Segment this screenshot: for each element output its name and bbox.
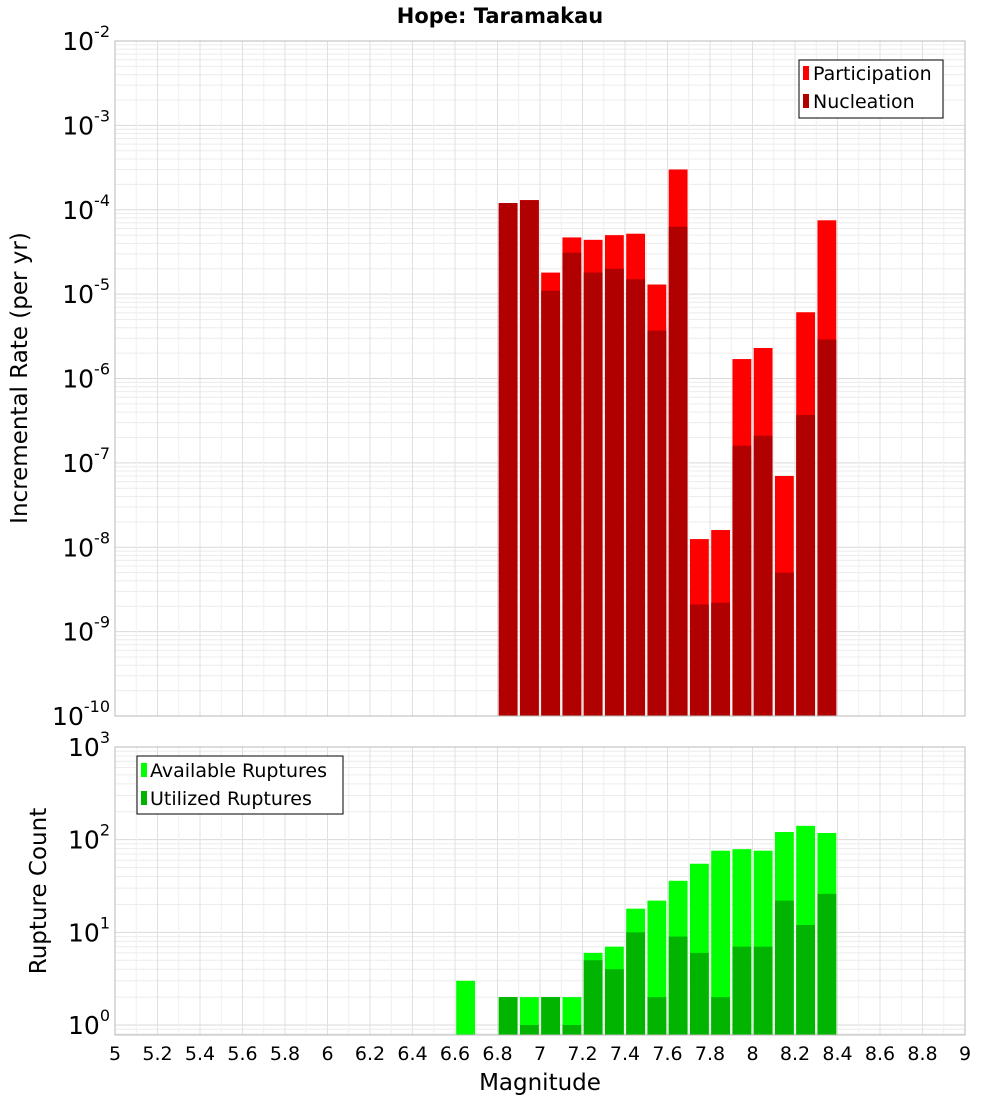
top-bar-nucleation: [604, 268, 624, 716]
bottom-bar-utilized-ruptures: [604, 969, 624, 1035]
y-tick-label: 103: [68, 728, 110, 762]
top-legend: Participation Nucleation: [798, 59, 944, 119]
top-bar-nucleation: [583, 272, 603, 716]
x-tick-label: 7.8: [695, 1043, 725, 1065]
y-tick-label: 101: [68, 913, 110, 947]
legend-swatch-utilized: [141, 791, 147, 805]
x-tick-label: 8.6: [865, 1043, 895, 1065]
bottom-plot: 100 101 102 103 5 5.2 5.4 5.6 5.8 6 6.2 6.4 6.6 6.8 7…: [26, 728, 971, 1096]
bottom-bar-available-ruptures: [456, 980, 476, 1035]
y-tick-label: 10-4: [62, 191, 110, 225]
bottom-y-tick-labels: 100 101 102 103: [68, 728, 110, 1040]
top-bar-nucleation: [753, 435, 773, 716]
x-tick-label: 5: [109, 1043, 121, 1065]
x-tick-label: 7.6: [652, 1043, 682, 1065]
bottom-bar-utilized-ruptures: [541, 997, 561, 1035]
legend-swatch-available: [141, 763, 147, 777]
top-bar-nucleation: [519, 200, 539, 716]
top-bar-nucleation: [647, 330, 667, 716]
top-bar-nucleation: [668, 226, 688, 716]
top-grid: [114, 41, 966, 717]
legend-label-available: Available Ruptures: [150, 760, 327, 782]
top-bar-nucleation: [626, 279, 646, 716]
bottom-bar-utilized-ruptures: [817, 893, 837, 1035]
x-axis-label: Magnitude: [479, 1070, 601, 1096]
x-tick-label: 6.6: [440, 1043, 470, 1065]
x-tick-label: 8.4: [822, 1043, 852, 1065]
x-tick-label: 5.2: [142, 1043, 172, 1065]
x-tick-label: 7.4: [610, 1043, 640, 1065]
y-tick-label: 10-3: [62, 106, 110, 140]
x-tick-label: 9: [959, 1043, 971, 1065]
bottom-bar-utilized-ruptures: [711, 997, 731, 1035]
y-tick-label: 10-8: [62, 528, 110, 562]
legend-label-participation: Participation: [813, 63, 932, 85]
x-tick-label: 6.4: [397, 1043, 427, 1065]
bottom-bar-utilized-ruptures: [732, 946, 752, 1035]
y-tick-label: 10-9: [62, 613, 110, 647]
bottom-bar-available-ruptures: [711, 850, 731, 1035]
chart-title: Hope: Taramakau: [397, 4, 603, 28]
x-tick-label: 5.6: [227, 1043, 257, 1065]
top-bar-nucleation: [732, 445, 752, 716]
bottom-plot-frame: [114, 746, 966, 1036]
x-tick-label: 5.4: [185, 1043, 215, 1065]
top-bars: [498, 169, 837, 717]
legend-label-utilized: Utilized Ruptures: [150, 788, 312, 810]
y-tick-label: 100: [68, 1006, 110, 1040]
top-y-axis-label: Incremental Rate (per yr): [7, 232, 33, 524]
x-tick-label: 8.8: [907, 1043, 937, 1065]
top-legend-box: [798, 59, 944, 119]
bottom-bar-utilized-ruptures: [753, 946, 773, 1035]
x-tick-label: 5.8: [270, 1043, 300, 1065]
x-tick-label: 7.2: [567, 1043, 597, 1065]
x-tick-label: 8: [746, 1043, 758, 1065]
x-tick-label: 6.2: [355, 1043, 385, 1065]
top-bar-nucleation: [498, 203, 518, 716]
bottom-bar-utilized-ruptures: [626, 932, 646, 1035]
x-tick-label: 6.8: [482, 1043, 512, 1065]
top-bar-nucleation: [541, 290, 561, 716]
bottom-bar-utilized-ruptures: [668, 936, 688, 1035]
top-bar-nucleation: [711, 602, 731, 716]
legend-label-nucleation: Nucleation: [813, 91, 915, 113]
top-plot-frame: [114, 40, 966, 717]
y-tick-label: 10-10: [52, 697, 110, 731]
bottom-bar-utilized-ruptures: [796, 924, 816, 1035]
top-bar-nucleation: [689, 604, 709, 716]
y-tick-label: 10-5: [62, 275, 110, 309]
x-tick-labels: 5 5.2 5.4 5.6 5.8 6 6.2 6.4 6.6 6.8 7 7.2 7.4 7.6 7.8 8…: [109, 1043, 971, 1065]
bottom-bar-utilized-ruptures: [562, 1025, 582, 1035]
x-tick-label: 8.2: [780, 1043, 810, 1065]
y-tick-label: 10-7: [62, 444, 110, 478]
top-y-tick-labels: 10-10 10-9 10-8 10-7 10-6 10-5 10-4 10-3 10-2: [52, 22, 110, 731]
top-plot: 10-10 10-9 10-8 10-7 10-6 10-5 10-4 10-3 10-2 In…: [7, 22, 966, 731]
bottom-bar-utilized-ruptures: [689, 952, 709, 1035]
bottom-bar-utilized-ruptures: [519, 1025, 539, 1035]
legend-swatch-participation: [803, 66, 809, 80]
y-tick-label: 10-2: [62, 22, 110, 56]
bottom-y-axis-label: Rupture Count: [26, 808, 52, 974]
bottom-legend: Available Ruptures Utilized Ruptures: [136, 755, 344, 815]
top-bar-nucleation: [774, 572, 794, 716]
bottom-bar-utilized-ruptures: [583, 960, 603, 1035]
bottom-bar-utilized-ruptures: [498, 997, 518, 1035]
y-tick-label: 10-6: [62, 360, 110, 394]
top-bar-nucleation: [562, 252, 582, 716]
bottom-bar-utilized-ruptures: [774, 900, 794, 1035]
x-tick-label: 6: [321, 1043, 333, 1065]
x-tick-label: 7: [534, 1043, 546, 1065]
bottom-legend-box: [136, 755, 344, 815]
top-bar-nucleation: [817, 339, 837, 716]
top-bar-nucleation: [796, 414, 816, 716]
legend-swatch-nucleation: [803, 94, 809, 108]
bottom-bars: [456, 825, 837, 1035]
y-tick-label: 102: [68, 821, 110, 855]
bottom-bar-utilized-ruptures: [647, 997, 667, 1035]
